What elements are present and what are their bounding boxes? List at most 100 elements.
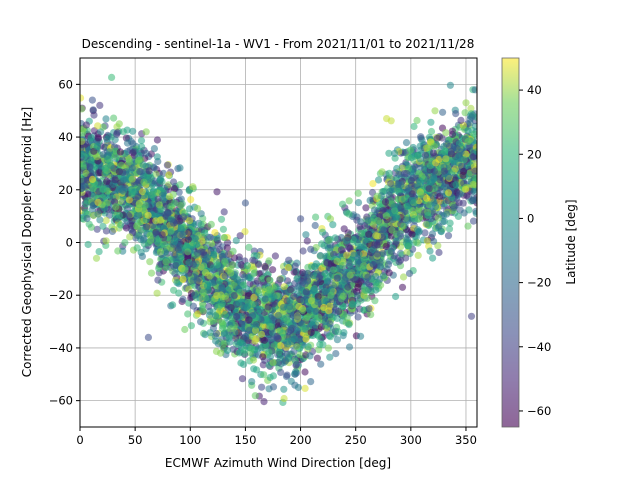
scatter-point	[220, 339, 228, 347]
scatter-point	[266, 373, 274, 382]
scatter-point	[189, 302, 197, 310]
scatter-point	[83, 214, 91, 223]
scatter-point	[404, 241, 412, 250]
chart-title: Descending - sentinel-1a - WV1 - From 20…	[82, 37, 475, 51]
scatter-point	[424, 211, 432, 219]
scatter-point	[392, 213, 400, 221]
scatter-point	[293, 312, 301, 321]
scatter-point	[282, 289, 290, 297]
scatter-point	[170, 178, 178, 186]
scatter-point	[337, 246, 345, 254]
scatter-point	[293, 275, 301, 283]
scatter-point	[221, 272, 229, 280]
scatter-point	[442, 140, 451, 148]
scatter-point	[264, 303, 272, 311]
scatter-point	[448, 130, 457, 138]
scatter-point	[99, 185, 107, 193]
scatter-point	[229, 345, 237, 353]
scatter-point	[398, 283, 407, 291]
scatter-point	[129, 140, 137, 148]
scatter-point	[201, 229, 209, 237]
scatter-point	[315, 313, 323, 321]
scatter-point	[334, 328, 342, 336]
scatter-point	[260, 336, 269, 344]
scatter-point	[224, 286, 232, 294]
scatter-point	[251, 326, 260, 334]
scatter-point	[307, 378, 315, 386]
scatter-point	[353, 266, 361, 274]
scatter-point	[280, 303, 288, 311]
scatter-point	[403, 248, 411, 257]
scatter-point	[236, 232, 244, 240]
scatter-point	[221, 310, 229, 319]
scatter-point	[212, 312, 220, 320]
scatter-point	[152, 217, 160, 225]
scatter-point	[194, 310, 202, 318]
scatter-point	[354, 283, 362, 291]
scatter-point	[138, 188, 146, 196]
scatter-point	[417, 146, 425, 154]
scatter-point	[269, 358, 277, 366]
scatter-point	[163, 161, 171, 169]
scatter-point	[281, 357, 289, 365]
scatter-point	[326, 333, 334, 341]
scatter-point	[301, 368, 309, 376]
scatter-point	[94, 134, 102, 142]
scatter-point	[299, 306, 307, 314]
scatter-point	[267, 323, 275, 331]
scatter-point	[99, 150, 107, 159]
scatter-point	[326, 353, 334, 361]
scatter-point	[89, 185, 97, 193]
scatter-point	[290, 292, 298, 300]
scatter-point	[405, 269, 414, 278]
scatter-point	[225, 334, 233, 342]
scatter-point	[396, 230, 404, 238]
scatter-point	[125, 155, 133, 163]
scatter-point	[98, 201, 106, 209]
scatter-point	[176, 181, 184, 189]
scatter-point	[307, 245, 315, 253]
scatter-point	[392, 292, 400, 301]
scatter-point	[249, 256, 257, 264]
scatter-point	[298, 269, 307, 277]
scatter-point	[307, 297, 316, 305]
scatter-point	[381, 198, 390, 206]
scatter-point	[291, 262, 299, 270]
scatter-point	[240, 349, 248, 358]
scatter-point	[410, 215, 418, 223]
scatter-point	[162, 258, 170, 266]
scatter-point	[115, 120, 123, 128]
scatter-point	[171, 269, 179, 278]
scatter-point	[280, 385, 288, 393]
scatter-point	[457, 148, 465, 156]
scatter-point	[213, 188, 221, 196]
scatter-point	[189, 260, 197, 268]
scatter-point	[465, 170, 473, 178]
scatter-point	[428, 230, 437, 238]
scatter-point	[88, 175, 97, 183]
scatter-point	[202, 257, 210, 265]
scatter-point	[335, 307, 343, 315]
scatter-point	[473, 148, 477, 156]
scatter-point	[262, 316, 270, 324]
scatter-point	[405, 184, 413, 192]
scatter-point	[395, 170, 403, 178]
scatter-point	[197, 221, 205, 229]
scatter-point	[350, 251, 358, 259]
scatter-point	[408, 207, 416, 215]
scatter-point	[237, 261, 245, 269]
scatter-point	[468, 196, 477, 205]
scatter-point	[80, 150, 85, 158]
scatter-point	[129, 149, 137, 157]
scatter-point	[312, 213, 320, 221]
scatter-point	[157, 175, 165, 183]
scatter-point	[360, 255, 368, 264]
scatter-point	[293, 343, 301, 351]
scatter-point	[80, 94, 85, 102]
scatter-point	[245, 316, 253, 324]
scatter-point	[94, 122, 102, 130]
scatter-point	[433, 134, 441, 142]
scatter-point	[126, 233, 134, 241]
scatter-point	[313, 354, 321, 362]
scatter-point	[436, 176, 444, 184]
